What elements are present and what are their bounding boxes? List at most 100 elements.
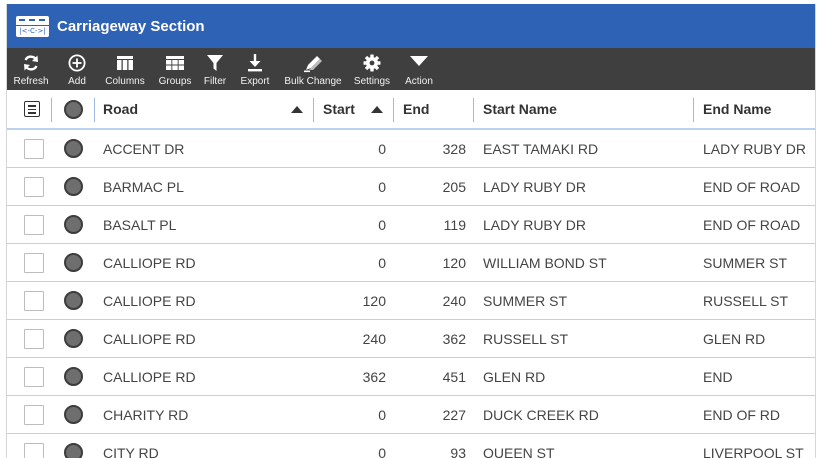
- cell-start-name: QUEEN ST: [483, 444, 555, 458]
- cell-end: 328: [442, 140, 466, 157]
- column-header-road[interactable]: Road: [103, 101, 138, 117]
- toolbar: Refresh Add Columns: [7, 48, 815, 90]
- row-select-checkbox[interactable]: [24, 405, 44, 425]
- export-icon: [248, 54, 262, 72]
- cell-end: 362: [442, 330, 466, 347]
- row-status-icon: [64, 139, 83, 158]
- add-circle-icon: [68, 54, 86, 72]
- cell-start: 0: [378, 140, 386, 157]
- table-row[interactable]: CALLIOPE RD 120 240 SUMMER ST RUSSELL ST: [7, 282, 815, 320]
- table-row[interactable]: CALLIOPE RD 0 120 WILLIAM BOND ST SUMMER ST: [7, 244, 815, 282]
- cell-end: 451: [442, 368, 466, 385]
- cell-end-name: END OF ROAD: [703, 178, 801, 195]
- bulk-change-icon: [304, 56, 322, 73]
- action-button[interactable]: Action: [401, 48, 437, 90]
- carriageway-section-window: |<-C->| Carriageway Section Refresh Add: [6, 4, 816, 458]
- cell-road: ACCENT DR: [103, 140, 185, 157]
- row-status-icon: [64, 367, 83, 386]
- row-status-icon: [64, 291, 83, 310]
- row-select-checkbox[interactable]: [24, 291, 44, 311]
- settings-label: Settings: [353, 76, 391, 87]
- add-label: Add: [68, 76, 86, 87]
- groups-label: Groups: [158, 76, 192, 87]
- cell-start: 0: [378, 178, 386, 195]
- row-status-icon: [64, 253, 83, 272]
- cell-start: 0: [378, 406, 386, 423]
- gear-icon: [363, 54, 381, 72]
- cell-start-name: DUCK CREEK RD: [483, 406, 599, 423]
- cell-end-name: END: [703, 368, 733, 385]
- cell-end-name: END OF RD: [703, 406, 780, 423]
- row-select-checkbox[interactable]: [24, 215, 44, 235]
- table-row[interactable]: CITY RD 0 93 QUEEN ST LIVERPOOL ST: [7, 434, 815, 458]
- cell-start: 0: [378, 444, 386, 458]
- cell-end: 240: [442, 292, 466, 309]
- groups-button[interactable]: Groups: [157, 48, 193, 90]
- cell-road: CALLIOPE RD: [103, 368, 196, 385]
- action-label: Action: [405, 76, 433, 87]
- grid-header: Road Start End Start Name End Name: [7, 90, 815, 130]
- table-row[interactable]: BARMAC PL 0 205 LADY RUBY DR END OF ROAD: [7, 168, 815, 206]
- table-row[interactable]: CALLIOPE RD 240 362 RUSSELL ST GLEN RD: [7, 320, 815, 358]
- export-label: Export: [240, 76, 270, 87]
- row-status-icon: [64, 215, 83, 234]
- row-select-checkbox[interactable]: [24, 253, 44, 273]
- table-row[interactable]: CALLIOPE RD 362 451 GLEN RD END: [7, 358, 815, 396]
- column-header-end-name[interactable]: End Name: [703, 101, 772, 117]
- start-sort-asc-icon[interactable]: [371, 106, 383, 113]
- cell-road: CITY RD: [103, 444, 159, 458]
- column-header-start-name[interactable]: Start Name: [483, 101, 557, 117]
- cell-end-name: SUMMER ST: [703, 254, 787, 271]
- row-select-checkbox[interactable]: [24, 443, 44, 458]
- column-header-end[interactable]: End: [403, 101, 430, 117]
- row-select-checkbox[interactable]: [24, 367, 44, 387]
- cell-end-name: LIVERPOOL ST: [703, 444, 804, 458]
- column-header-start[interactable]: Start: [323, 101, 355, 117]
- bulk-change-button[interactable]: Bulk Change: [281, 48, 345, 90]
- refresh-button[interactable]: Refresh: [11, 48, 51, 90]
- export-button[interactable]: Export: [237, 48, 273, 90]
- filter-button[interactable]: Filter: [201, 48, 229, 90]
- carriageway-logo-icon: |<-C->|: [16, 16, 49, 37]
- cell-road: CHARITY RD: [103, 406, 189, 423]
- filter-icon: [207, 55, 223, 71]
- cell-road: BASALT PL: [103, 216, 177, 233]
- cell-start-name: LADY RUBY DR: [483, 216, 586, 233]
- refresh-label: Refresh: [13, 76, 49, 87]
- cell-road: CALLIOPE RD: [103, 330, 196, 347]
- settings-button[interactable]: Settings: [351, 48, 393, 90]
- cell-start-name: RUSSELL ST: [483, 330, 569, 347]
- table-row[interactable]: BASALT PL 0 119 LADY RUBY DR END OF ROAD: [7, 206, 815, 244]
- table-row[interactable]: CHARITY RD 0 227 DUCK CREEK RD END OF RD: [7, 396, 815, 434]
- cell-start: 362: [362, 368, 386, 385]
- cell-end-name: END OF ROAD: [703, 216, 801, 233]
- cell-road: CALLIOPE RD: [103, 254, 196, 271]
- cell-start: 0: [378, 254, 386, 271]
- cell-end: 119: [443, 216, 466, 233]
- cell-end-name: GLEN RD: [703, 330, 766, 347]
- add-button[interactable]: Add: [61, 48, 93, 90]
- row-status-icon: [64, 329, 83, 348]
- columns-label: Columns: [105, 76, 145, 87]
- cell-start-name: GLEN RD: [483, 368, 546, 385]
- row-status-icon: [64, 177, 83, 196]
- row-select-checkbox[interactable]: [24, 329, 44, 349]
- cell-end: 227: [442, 406, 466, 423]
- status-header-icon[interactable]: [64, 100, 83, 119]
- columns-icon: [117, 56, 133, 70]
- cell-start: 0: [378, 216, 386, 233]
- row-select-checkbox[interactable]: [24, 139, 44, 159]
- row-select-checkbox[interactable]: [24, 177, 44, 197]
- cell-start-name: LADY RUBY DR: [483, 178, 586, 195]
- road-sort-asc-icon[interactable]: [291, 106, 303, 113]
- row-status-icon: [64, 443, 83, 458]
- row-status-icon: [64, 405, 83, 424]
- column-chooser-menu-icon[interactable]: [24, 101, 40, 117]
- table-row[interactable]: ACCENT DR 0 328 EAST TAMAKI RD LADY RUBY DR: [7, 130, 815, 168]
- cell-end-name: RUSSELL ST: [703, 292, 789, 309]
- cell-start-name: WILLIAM BOND ST: [483, 254, 607, 271]
- cell-road: BARMAC PL: [103, 178, 184, 195]
- groups-icon: [166, 56, 184, 70]
- cell-start: 120: [362, 292, 386, 309]
- columns-button[interactable]: Columns: [103, 48, 147, 90]
